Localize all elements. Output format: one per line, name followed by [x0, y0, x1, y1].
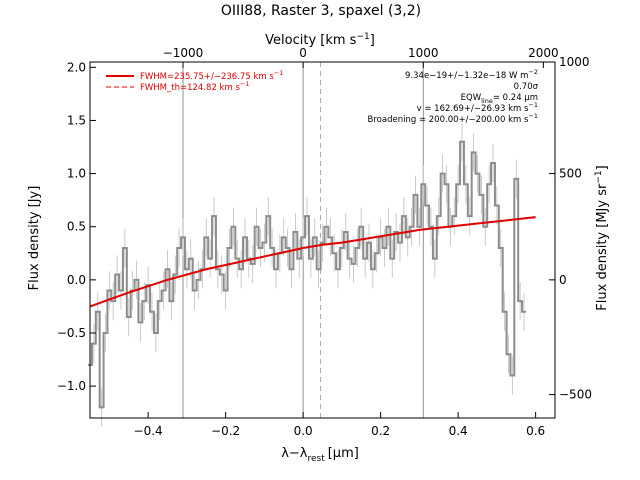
data-line: [88, 140, 526, 409]
y-tick-label: −1.0: [57, 379, 86, 393]
right-axis-label: Flux density [MJy sr−1]: [594, 165, 610, 310]
x-tick-label: 0.6: [526, 424, 545, 438]
top-tick-label: 0: [299, 46, 307, 60]
y-tick-label: 2.0: [67, 60, 86, 74]
legend-solid-label: FWHM=235.75+/−236.75 km s−1: [140, 69, 283, 82]
x-tick-label: −0.2: [211, 424, 240, 438]
y-tick-label: 1.5: [67, 113, 86, 127]
legend-dashed-label: FWHM_th=124.82 km s−1: [140, 80, 249, 93]
y-tick-label: 1.0: [67, 167, 86, 181]
x-tick-label: 0.2: [371, 424, 390, 438]
x-axis-label: λ−λrest [μm]: [281, 446, 359, 464]
annotation-velocity: v = 162.69+/−26.93 km s−1: [417, 101, 538, 114]
tick-labels: −0.4 −0.2 0.0 0.2 0.4 0.6 −1.0 −0.5 0.0 0.5 1.0 1.5…: [57, 46, 592, 438]
top-tick-label: −1000: [163, 46, 204, 60]
y-axis-label: Flux density [Jy]: [27, 186, 42, 291]
plot-frame: [89, 61, 556, 419]
y-tick-label: −0.5: [57, 326, 86, 340]
annotation-eqw: EQWline= 0.24 μm: [461, 93, 538, 105]
annotation-broadening: Broadening = 200.00+/−200.00 km s−1: [368, 112, 538, 125]
y-tick-label: 0.0: [67, 273, 86, 287]
right-tick-label: 500: [559, 167, 582, 181]
top-tick-label: 2000: [528, 46, 559, 60]
annotations: 9.34e−19+/−1.32e−18 W m−2 0.70σ EQWline=…: [368, 68, 539, 125]
annotation-flux: 9.34e−19+/−1.32e−18 W m−2: [405, 68, 538, 81]
x-tick-label: 0.0: [294, 424, 313, 438]
right-tick-label: −500: [559, 388, 592, 402]
x-tick-label: 0.4: [449, 424, 468, 438]
x-tick-label: −0.4: [134, 424, 163, 438]
right-tick-label: 0: [559, 273, 567, 287]
right-tick-label: 1000: [559, 55, 590, 69]
axes: [89, 61, 556, 419]
top-tick-label: 1000: [408, 46, 439, 60]
annotation-sigma: 0.70σ: [514, 82, 539, 92]
error-bars: [89, 122, 525, 427]
chart-title: OIII88, Raster 3, spaxel (3,2): [221, 3, 421, 19]
top-axis-label: Velocity [km s−1]: [265, 32, 375, 48]
fit-line: [89, 216, 536, 308]
fit-series: [89, 216, 536, 308]
data-series: [88, 140, 526, 409]
legend: FWHM=235.75+/−236.75 km s−1 FWHM_th=124.…: [106, 69, 283, 93]
y-tick-label: 0.5: [67, 220, 86, 234]
